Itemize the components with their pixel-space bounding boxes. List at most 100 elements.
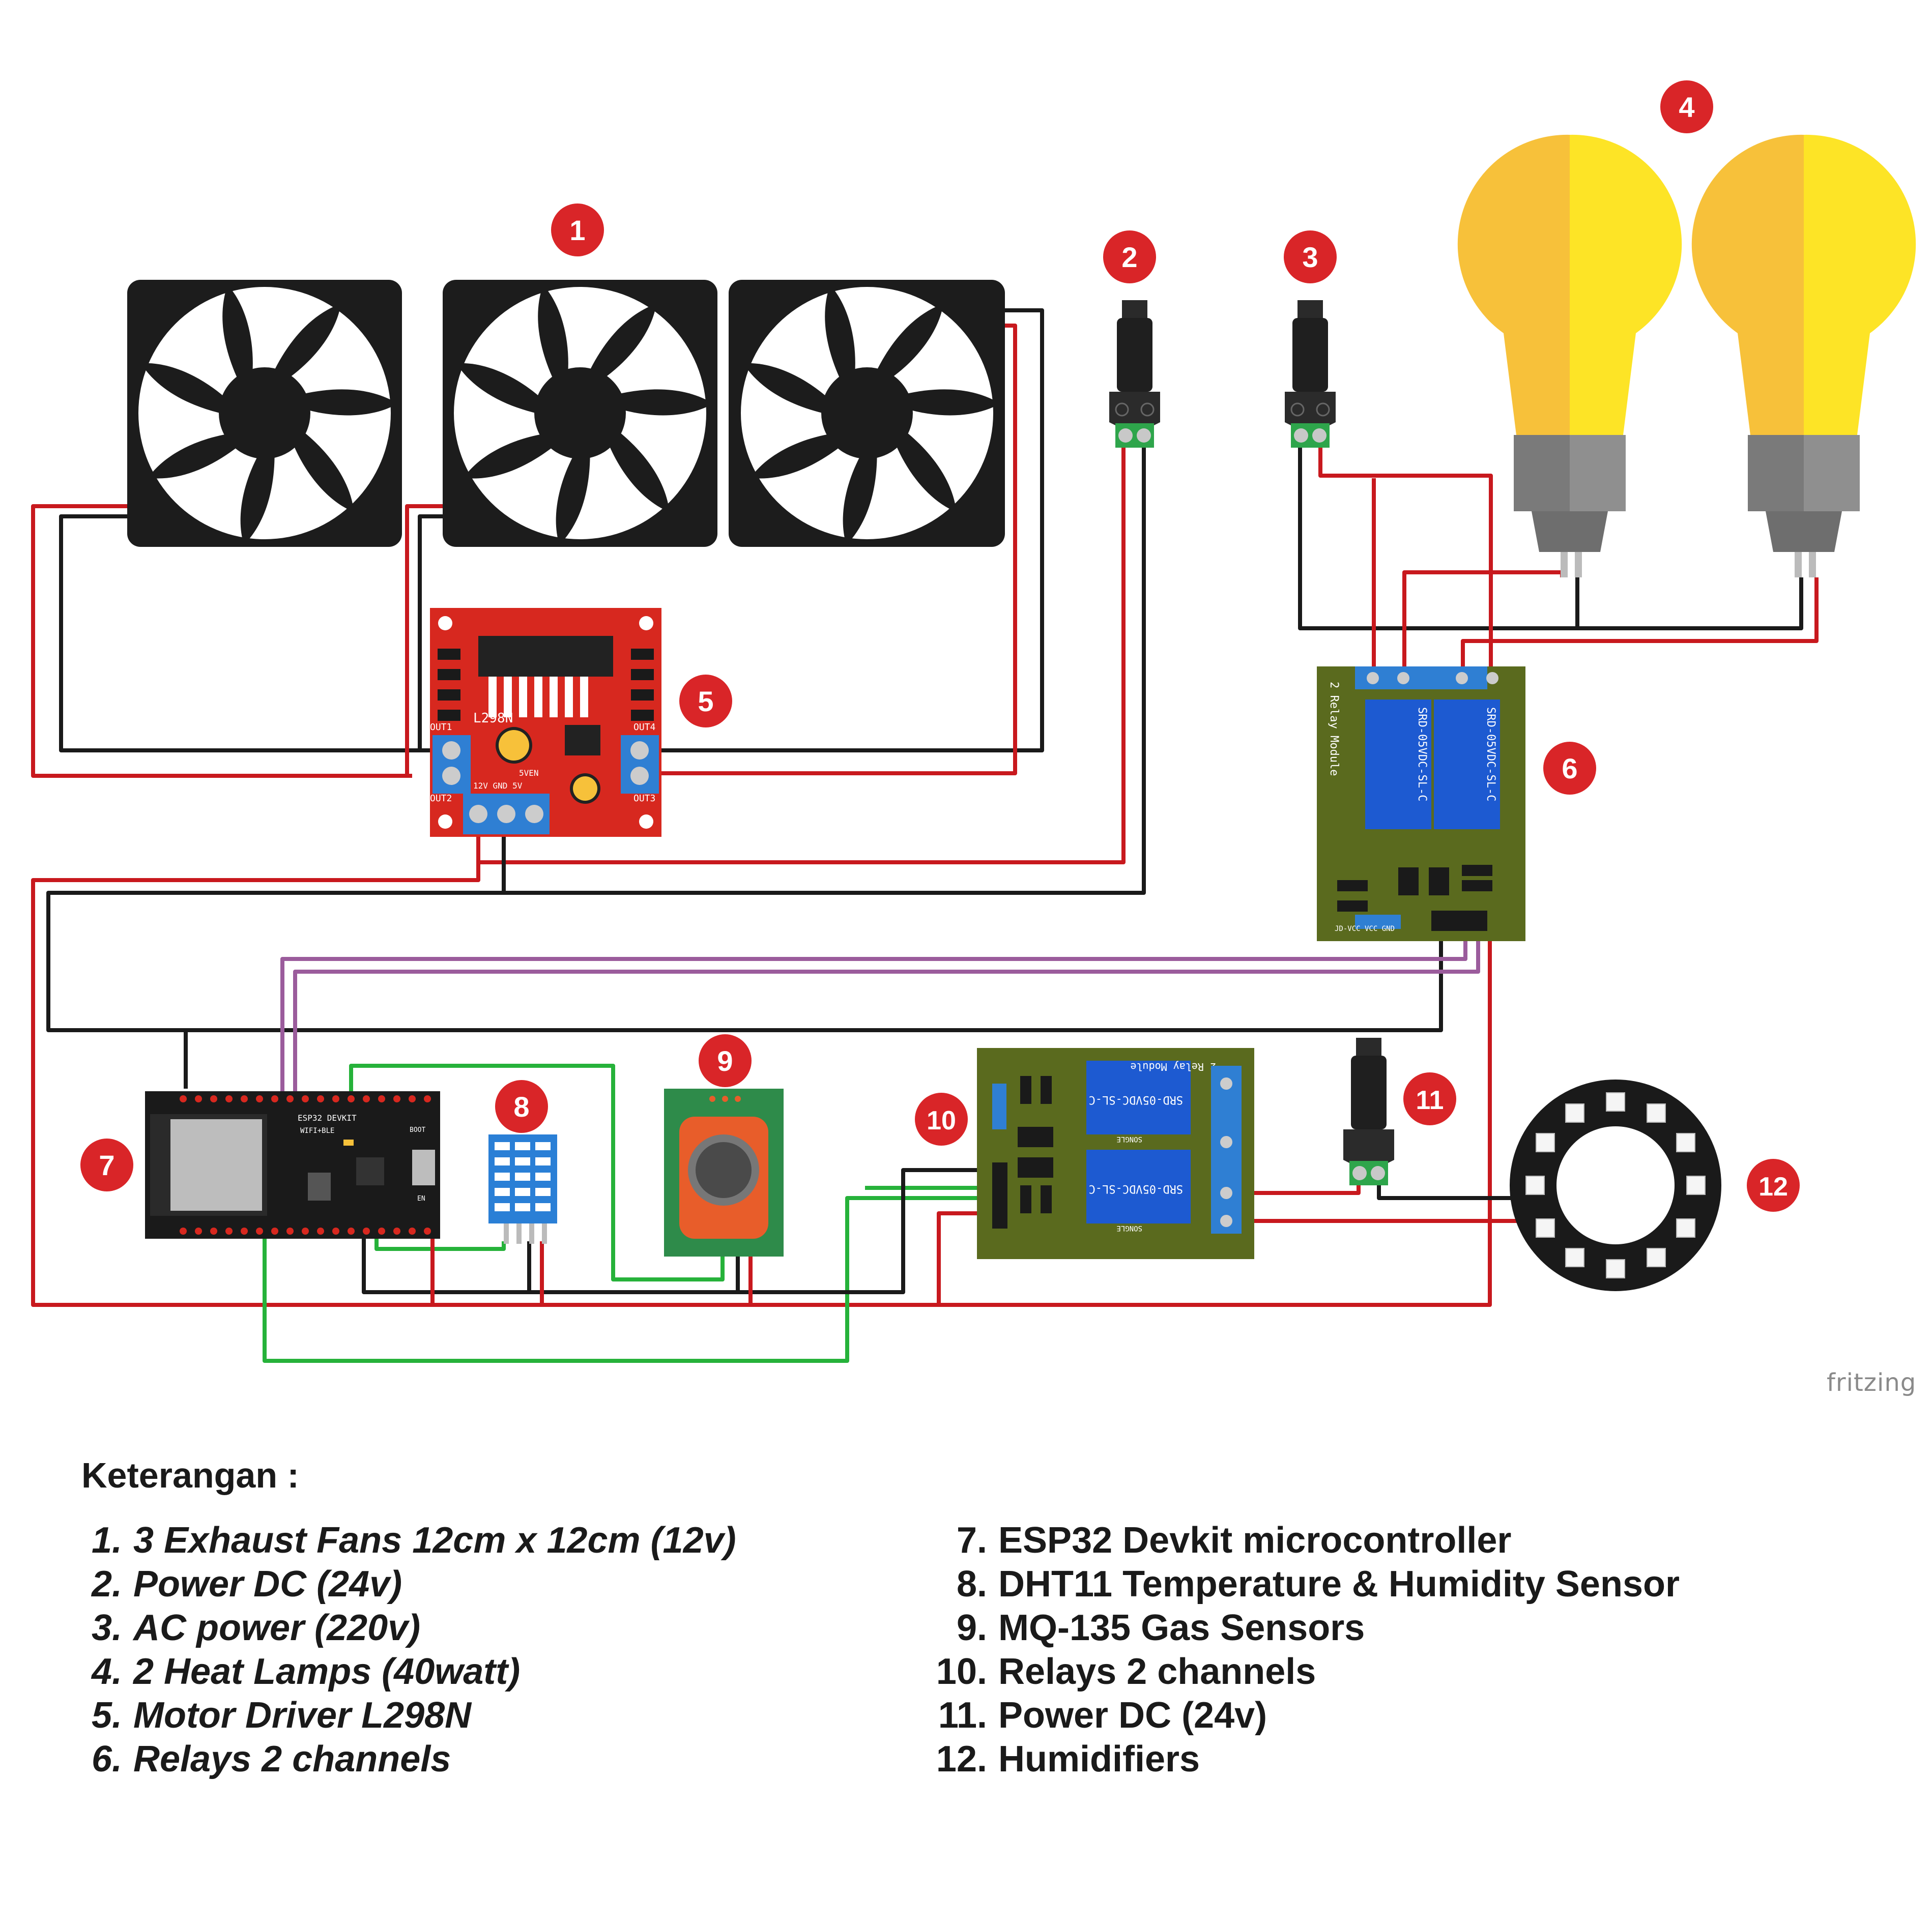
esp32-subtitle: WIFI+BLE [300, 1127, 334, 1135]
wire-dc2-red [476, 448, 1126, 864]
legend-number: 10. [936, 1651, 987, 1692]
legend-text: Power DC (24v) [998, 1695, 1267, 1736]
svg-text:12: 12 [1758, 1172, 1788, 1202]
legend-number: 8. [956, 1564, 987, 1605]
l298n-out2: OUT2 [430, 793, 452, 804]
legend-number: 6. [91, 1739, 122, 1780]
relay6-inputs: JD-VCC VCC GND [1335, 925, 1395, 933]
fritzing-watermark: fritzing [1827, 1368, 1917, 1397]
badge-12: 12 [1747, 1159, 1800, 1212]
badge-7: 7 [80, 1139, 133, 1191]
legend-item: 1. 3 Exhaust Fans 12cm x 12cm (12v) [81, 1519, 736, 1562]
legend-number: 3. [91, 1608, 122, 1648]
circuit-diagram: L298N OUT1 OUT4 OUT2 OUT3 12V GND 5V 5VE… [31, 80, 1916, 1363]
legend-number: 5. [91, 1695, 122, 1736]
wire-fan3-red [661, 324, 1017, 775]
badge-4: 4 [1660, 80, 1713, 133]
legend-item: 2. Power DC (24v) [81, 1562, 736, 1606]
exhaust-fans [127, 280, 1005, 547]
l298n-out1: OUT1 [430, 722, 452, 733]
l298n-enable: 5VEN [519, 768, 539, 778]
wire-purple-1 [280, 931, 1467, 1091]
badge-10: 10 [915, 1093, 968, 1146]
wire-fan1-black [59, 514, 432, 752]
legend-item: 7. ESP32 Devkit microcontroller [926, 1519, 1680, 1562]
dc-jack-power-11 [1343, 1038, 1394, 1185]
svg-text:3: 3 [1302, 241, 1318, 273]
relay10-brand-2: SONGLE [1116, 1224, 1142, 1232]
dht11-sensor [488, 1134, 557, 1244]
dc-jack-ac-3 [1285, 300, 1336, 448]
svg-text:2: 2 [1121, 241, 1137, 273]
fan-3 [729, 280, 1005, 547]
legend-text: ESP32 Devkit microcontroller [998, 1520, 1512, 1561]
svg-text:10: 10 [927, 1106, 956, 1135]
relay-module-6: SRD-05VDC-SL-C SRD-05VDC-SL-C 2 Relay Mo… [1317, 666, 1525, 941]
heat-lamp-1 [1457, 134, 1682, 577]
relay10-part-1: SRD-05VDC-SL-C [1089, 1093, 1183, 1106]
esp32-devkit: ESP32 DEVKIT WIFI+BLE BOOT EN [145, 1091, 440, 1239]
wire-relay10-dc11-red [1229, 1185, 1361, 1195]
motor-driver-l298n: L298N OUT1 OUT4 OUT2 OUT3 12V GND 5V 5VE… [430, 608, 661, 837]
relay-module-10: SRD-05VDC-SL-C SRD-05VDC-SL-C SONGLE SON… [977, 1048, 1254, 1259]
l298n-power-pins: 12V GND 5V [473, 781, 523, 791]
legend-text: 3 Exhaust Fans 12cm x 12cm (12v) [133, 1520, 736, 1561]
legend-text: 2 Heat Lamps (40watt) [133, 1651, 521, 1692]
relay6-module-label: 2 Relay Module [1328, 682, 1340, 776]
component-badges: 1 2 3 4 5 6 7 8 9 10 11 12 [80, 80, 1800, 1212]
wires [31, 308, 1819, 1363]
wire-dc11-ring-black [1377, 1185, 1542, 1200]
relay6-part-2: SRD-05VDC-SL-C [1484, 707, 1497, 801]
relay6-part-1: SRD-05VDC-SL-C [1416, 707, 1428, 801]
wire-green-relay10 [263, 1196, 997, 1363]
relay10-module-label: 2 Relay Module [1130, 1061, 1216, 1073]
svg-text:6: 6 [1562, 752, 1577, 784]
wire-fan3-black [661, 308, 1044, 752]
svg-text:5: 5 [698, 685, 713, 717]
legend-item: 5. Motor Driver L298N [81, 1694, 736, 1737]
dc-jack-power-2 [1109, 300, 1160, 448]
legend-title: Keterangan : [81, 1455, 299, 1495]
wire-purple-2 [293, 931, 1480, 1091]
legend-text: Relays 2 channels [133, 1739, 451, 1780]
wire-gnd-bus [46, 891, 1443, 1032]
svg-text:8: 8 [513, 1091, 529, 1123]
relay10-brand-1: SONGLE [1116, 1135, 1142, 1143]
legend-item: 10. Relays 2 channels [926, 1650, 1680, 1694]
legend-number: 11. [938, 1695, 987, 1736]
legend-text: MQ-135 Gas Sensors [998, 1608, 1365, 1648]
wire-fan2-red [405, 504, 443, 776]
badge-11: 11 [1403, 1072, 1456, 1125]
l298n-out3: OUT3 [633, 793, 655, 804]
wire-fan1-red [31, 504, 412, 778]
legend-item: 12. Humidifiers [926, 1737, 1680, 1781]
fan-1 [127, 280, 402, 547]
legend-item: 3. AC power (220v) [81, 1606, 736, 1650]
wire-relay-lamp2-red [1461, 577, 1819, 682]
legend-number: 2. [91, 1564, 122, 1605]
fan-2 [443, 280, 717, 547]
badge-3: 3 [1284, 230, 1337, 283]
legend-text: Humidifiers [998, 1739, 1200, 1780]
esp32-title: ESP32 DEVKIT [298, 1113, 357, 1123]
legend-number: 1. [91, 1520, 122, 1561]
svg-text:1: 1 [569, 214, 585, 246]
legend-number: 4. [91, 1651, 122, 1692]
legend-left-list: 1. 3 Exhaust Fans 12cm x 12cm (12v) 2. Pow… [81, 1519, 736, 1781]
badge-8: 8 [495, 1080, 548, 1133]
legend-text: DHT11 Temperature & Humidity Sensor [998, 1564, 1680, 1605]
badge-5: 5 [679, 675, 732, 727]
mq135-gas-sensor [664, 1089, 784, 1257]
wire-ac-red [1318, 448, 1493, 682]
wire-dc2-black [502, 448, 1146, 895]
legend-text: Power DC (24v) [133, 1564, 402, 1605]
wire-ac-black [1298, 448, 1803, 630]
humidifier-ring [1510, 1080, 1721, 1291]
badge-1: 1 [551, 203, 604, 256]
legend-number: 7. [956, 1520, 987, 1561]
legend-text: Relays 2 channels [998, 1651, 1316, 1692]
badge-6: 6 [1543, 742, 1596, 795]
svg-text:11: 11 [1416, 1086, 1444, 1115]
svg-text:4: 4 [1679, 91, 1694, 123]
esp32-en-label: EN [417, 1195, 425, 1203]
